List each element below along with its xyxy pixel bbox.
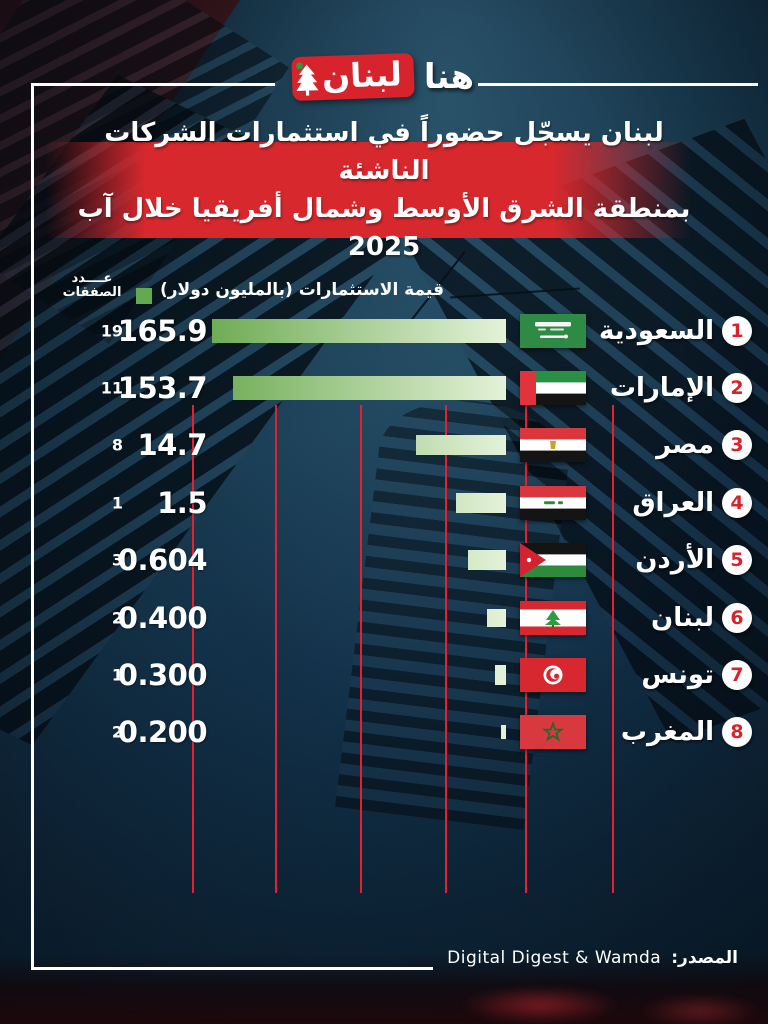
bar (416, 435, 506, 456)
source-label: المصدر: (671, 948, 738, 968)
investment-value: 153.7 (117, 371, 208, 406)
rank-badge: 8 (722, 717, 752, 748)
rank-badge: 4 (722, 487, 752, 518)
investment-value: 165.9 (117, 313, 208, 348)
flag-tunisia-icon (520, 658, 586, 693)
flag-jordan-icon (520, 543, 586, 578)
source-line: المصدر: Digital Digest & Wamda (447, 948, 738, 968)
title-banner: لبنان يسجّل حضوراً في استثمارات الشركات … (0, 118, 768, 262)
investment-value: 0.604 (117, 543, 208, 578)
frame-top-line-left (31, 83, 275, 86)
rank-badge: 1 (722, 315, 752, 346)
source-value: Digital Digest & Wamda (447, 948, 662, 968)
city-light-glow (460, 986, 620, 1024)
bar (487, 608, 506, 627)
investment-value: 14.7 (137, 428, 207, 463)
chart-legend: عــــدد الصفقات قيمة الاستثمارات (بالملي… (0, 268, 768, 308)
logo-text-huna: هنا (423, 57, 475, 97)
investment-value: 1.5 (157, 485, 207, 520)
country-name: الإمارات (609, 373, 714, 404)
bar (456, 492, 506, 513)
rank-badge: 2 (722, 373, 752, 404)
rank-badge: 5 (722, 545, 752, 576)
bar (212, 318, 506, 343)
bar (233, 376, 506, 401)
investment-value: 0.200 (117, 715, 208, 750)
city-light-glow (640, 994, 760, 1024)
legend-color-swatch (136, 288, 152, 304)
cedar-icon (294, 60, 319, 101)
flag-uae-icon (520, 371, 586, 406)
country-name: الأردن (635, 545, 714, 576)
table-row: 3 0.604 الأردن 5 (31, 532, 758, 589)
deals-header-line1: عــــدد (71, 271, 113, 286)
logo-text-lubnan: لبنان (321, 54, 403, 97)
table-row: 2 0.400 لبنان 6 (31, 589, 758, 646)
huna-lubnan-logo: لبنان هنا (291, 52, 475, 102)
table-row: 8 14.7 مصر 3 (31, 417, 758, 474)
rank-badge: 7 (722, 660, 752, 691)
rank-badge: 6 (722, 602, 752, 633)
frame-top-line-right (478, 83, 758, 86)
table-row: 2 0.200 المغرب 8 (31, 704, 758, 761)
legend-value-label: قيمة الاستثمارات (بالمليون دولار) (160, 280, 444, 300)
flag-iraq-icon (520, 485, 586, 520)
table-row: 19 165.9 السعودية 1 (31, 302, 758, 359)
bar (501, 725, 506, 740)
logo-red-box: لبنان (291, 52, 415, 102)
investment-value: 0.300 (117, 658, 208, 693)
table-row: 1 1.5 العراق 4 (31, 474, 758, 531)
investment-value: 0.400 (117, 600, 208, 635)
frame-left-line (31, 83, 34, 970)
table-row: 11 153.7 الإمارات 2 (31, 359, 758, 416)
deals-header-line2: الصفقات (62, 285, 122, 300)
bar (495, 665, 506, 686)
country-name: السعودية (599, 315, 714, 346)
frame-bottom-line (31, 967, 433, 970)
page-title-line1: لبنان يسجّل حضوراً في استثمارات الشركات … (104, 118, 664, 186)
rank-badge: 3 (722, 430, 752, 461)
flag-saudi-arabia-icon (520, 313, 586, 348)
country-name: العراق (632, 487, 714, 518)
chart-rows: 19 165.9 السعودية 1 11 153.7 (31, 302, 758, 761)
country-name: تونس (641, 660, 714, 691)
flag-egypt-icon (520, 428, 586, 463)
flag-morocco-icon (520, 715, 586, 750)
page-title-line2: بمنطقة الشرق الأوسط وشمال أفريقيا خلال آ… (77, 194, 691, 262)
country-name: لبنان (651, 602, 714, 633)
deals-column-header: عــــدد الصفقات (56, 272, 128, 300)
country-name: مصر (656, 430, 714, 461)
table-row: 1 0.300 تونس 7 (31, 646, 758, 703)
country-name: المغرب (620, 717, 714, 748)
bar (468, 550, 506, 571)
flag-lebanon-icon (520, 600, 586, 635)
